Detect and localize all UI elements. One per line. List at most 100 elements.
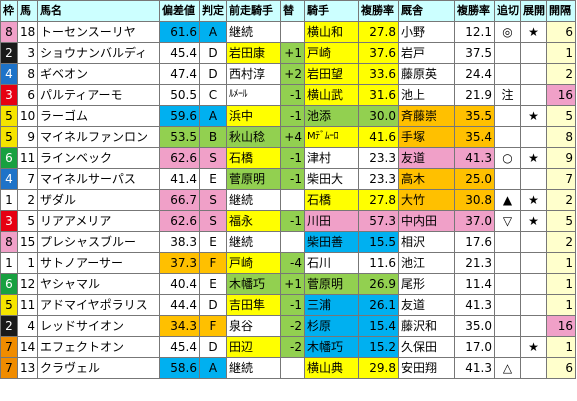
jockey-change-cell: -1 <box>280 84 305 106</box>
stable-rate-cell: 12.1 <box>454 21 495 43</box>
horse-name-cell: パルティアーモ <box>37 84 160 106</box>
prev-jockey-cell: 継続 <box>226 357 281 379</box>
jockey-cell: 津村 <box>304 147 359 169</box>
horse-number-cell: 6 <box>17 84 38 106</box>
header-pace: 展開 <box>520 0 547 22</box>
deviation-cell: 59.6 <box>159 105 200 127</box>
stable-cell: 安田翔 <box>398 357 455 379</box>
stable-rate-cell: 30.8 <box>454 189 495 211</box>
table-row: 4 7 マイネルサーパス 41.4 E 菅原明 -1 柴田大 23.3 高木 25.0 7 <box>0 168 576 190</box>
stable-rate-cell: 37.0 <box>454 210 495 232</box>
stable-cell: 手塚 <box>398 126 455 148</box>
jockey-cell: 杉原 <box>304 315 359 337</box>
interval-cell: 8 <box>546 126 576 148</box>
prev-jockey-cell: 秋山稔 <box>226 126 281 148</box>
jockey-rate-cell: 23.3 <box>358 147 399 169</box>
deviation-cell: 45.4 <box>159 42 200 64</box>
jockey-change-cell: +1 <box>280 42 305 64</box>
jockey-change-cell: -4 <box>280 252 305 274</box>
header-jockey-rate: 複勝率 <box>358 0 399 22</box>
deviation-cell: 53.5 <box>159 126 200 148</box>
jockey-change-cell: -1 <box>280 168 305 190</box>
stable-rate-cell: 41.3 <box>454 147 495 169</box>
workout-mark-cell <box>494 294 521 316</box>
jockey-cell: 横山和 <box>304 21 359 43</box>
stable-rate-cell: 17.0 <box>454 336 495 358</box>
pace-mark-cell: ★ <box>520 189 547 211</box>
stable-cell: 相沢 <box>398 231 455 253</box>
pace-mark-cell: ★ <box>520 105 547 127</box>
jockey-cell: 横山武 <box>304 84 359 106</box>
table-row: 3 5 リアアメリア 62.6 S 福永 -1 川田 57.3 中内田 37.0 ▽ ★ 5 <box>0 210 576 232</box>
frame-cell: 8 <box>0 21 18 43</box>
workout-mark-cell: ○ <box>494 147 521 169</box>
table-row: 1 1 サトノアーサー 37.3 F 戸崎 -4 石川 11.6 池江 21.3 1 <box>0 252 576 274</box>
horse-number-cell: 13 <box>17 357 38 379</box>
horse-name-cell: プレシャスブルー <box>37 231 160 253</box>
horse-number-cell: 15 <box>17 231 38 253</box>
stable-rate-cell: 21.9 <box>454 84 495 106</box>
deviation-cell: 45.4 <box>159 336 200 358</box>
deviation-cell: 40.4 <box>159 273 200 295</box>
prev-jockey-cell: 浜中 <box>226 105 281 127</box>
horse-number-cell: 2 <box>17 189 38 211</box>
header-stable: 厩舎 <box>398 0 455 22</box>
pace-mark-cell <box>520 252 547 274</box>
jockey-cell: 菅原明 <box>304 273 359 295</box>
jockey-cell: 横山典 <box>304 357 359 379</box>
jockey-cell: 柴田大 <box>304 168 359 190</box>
jockey-change-cell: -1 <box>280 105 305 127</box>
jockey-cell: 岩田望 <box>304 63 359 85</box>
grade-cell: E <box>199 273 227 295</box>
stable-rate-cell: 35.4 <box>454 126 495 148</box>
grade-cell: C <box>199 84 227 106</box>
workout-mark-cell: 注 <box>494 84 521 106</box>
horse-number-cell: 3 <box>17 42 38 64</box>
deviation-cell: 47.4 <box>159 63 200 85</box>
stable-cell: 友道 <box>398 147 455 169</box>
frame-cell: 7 <box>0 336 18 358</box>
frame-cell: 4 <box>0 63 18 85</box>
interval-cell: 1 <box>546 252 576 274</box>
interval-cell: 16 <box>546 84 576 106</box>
prev-jockey-cell: 木幡巧 <box>226 273 281 295</box>
table-row: 1 2 ザダル 66.7 S 継続 石橋 27.8 大竹 30.8 ▲ ★ 2 <box>0 189 576 211</box>
jockey-rate-cell: 26.9 <box>358 273 399 295</box>
interval-cell: 6 <box>546 357 576 379</box>
deviation-cell: 66.7 <box>159 189 200 211</box>
deviation-cell: 34.3 <box>159 315 200 337</box>
frame-cell: 4 <box>0 168 18 190</box>
jockey-rate-cell: 23.3 <box>358 168 399 190</box>
workout-mark-cell <box>494 105 521 127</box>
horse-number-cell: 5 <box>17 210 38 232</box>
workout-mark-cell <box>494 168 521 190</box>
stable-rate-cell: 24.4 <box>454 63 495 85</box>
race-data-table: 枠 馬 馬名 偏差値 判定 前走騎手 替 騎手 複勝率 厩舎 複勝率 追切 展開… <box>0 0 576 379</box>
stable-cell: 小野 <box>398 21 455 43</box>
table-row: 5 11 アドマイヤポラリス 44.4 D 吉田隼 -1 三浦 26.1 友道 41.3 1 <box>0 294 576 316</box>
jockey-cell: 池添 <box>304 105 359 127</box>
workout-mark-cell <box>494 63 521 85</box>
stable-rate-cell: 11.4 <box>454 273 495 295</box>
frame-cell: 5 <box>0 126 18 148</box>
workout-mark-cell: ◎ <box>494 21 521 43</box>
deviation-cell: 50.5 <box>159 84 200 106</box>
horse-number-cell: 1 <box>17 252 38 274</box>
stable-cell: 尾形 <box>398 273 455 295</box>
table-row: 7 13 クラヴェル 58.6 A 継続 横山典 29.8 安田翔 41.3 △ 6 <box>0 357 576 379</box>
deviation-cell: 62.6 <box>159 147 200 169</box>
prev-jockey-cell: 継続 <box>226 231 281 253</box>
pace-mark-cell <box>520 294 547 316</box>
jockey-change-cell: -2 <box>280 315 305 337</box>
prev-jockey-cell: 継続 <box>226 189 281 211</box>
horse-name-cell: ショウナンバルディ <box>37 42 160 64</box>
header-stable-rate: 複勝率 <box>454 0 495 22</box>
frame-cell: 6 <box>0 273 18 295</box>
deviation-cell: 44.4 <box>159 294 200 316</box>
header-row: 枠 馬 馬名 偏差値 判定 前走騎手 替 騎手 複勝率 厩舎 複勝率 追切 展開… <box>0 0 576 22</box>
jockey-change-cell <box>280 189 305 211</box>
horse-name-cell: トーセンスーリヤ <box>37 21 160 43</box>
jockey-change-cell <box>280 21 305 43</box>
jockey-cell: 木幡巧 <box>304 336 359 358</box>
horse-name-cell: ヤシャマル <box>37 273 160 295</box>
